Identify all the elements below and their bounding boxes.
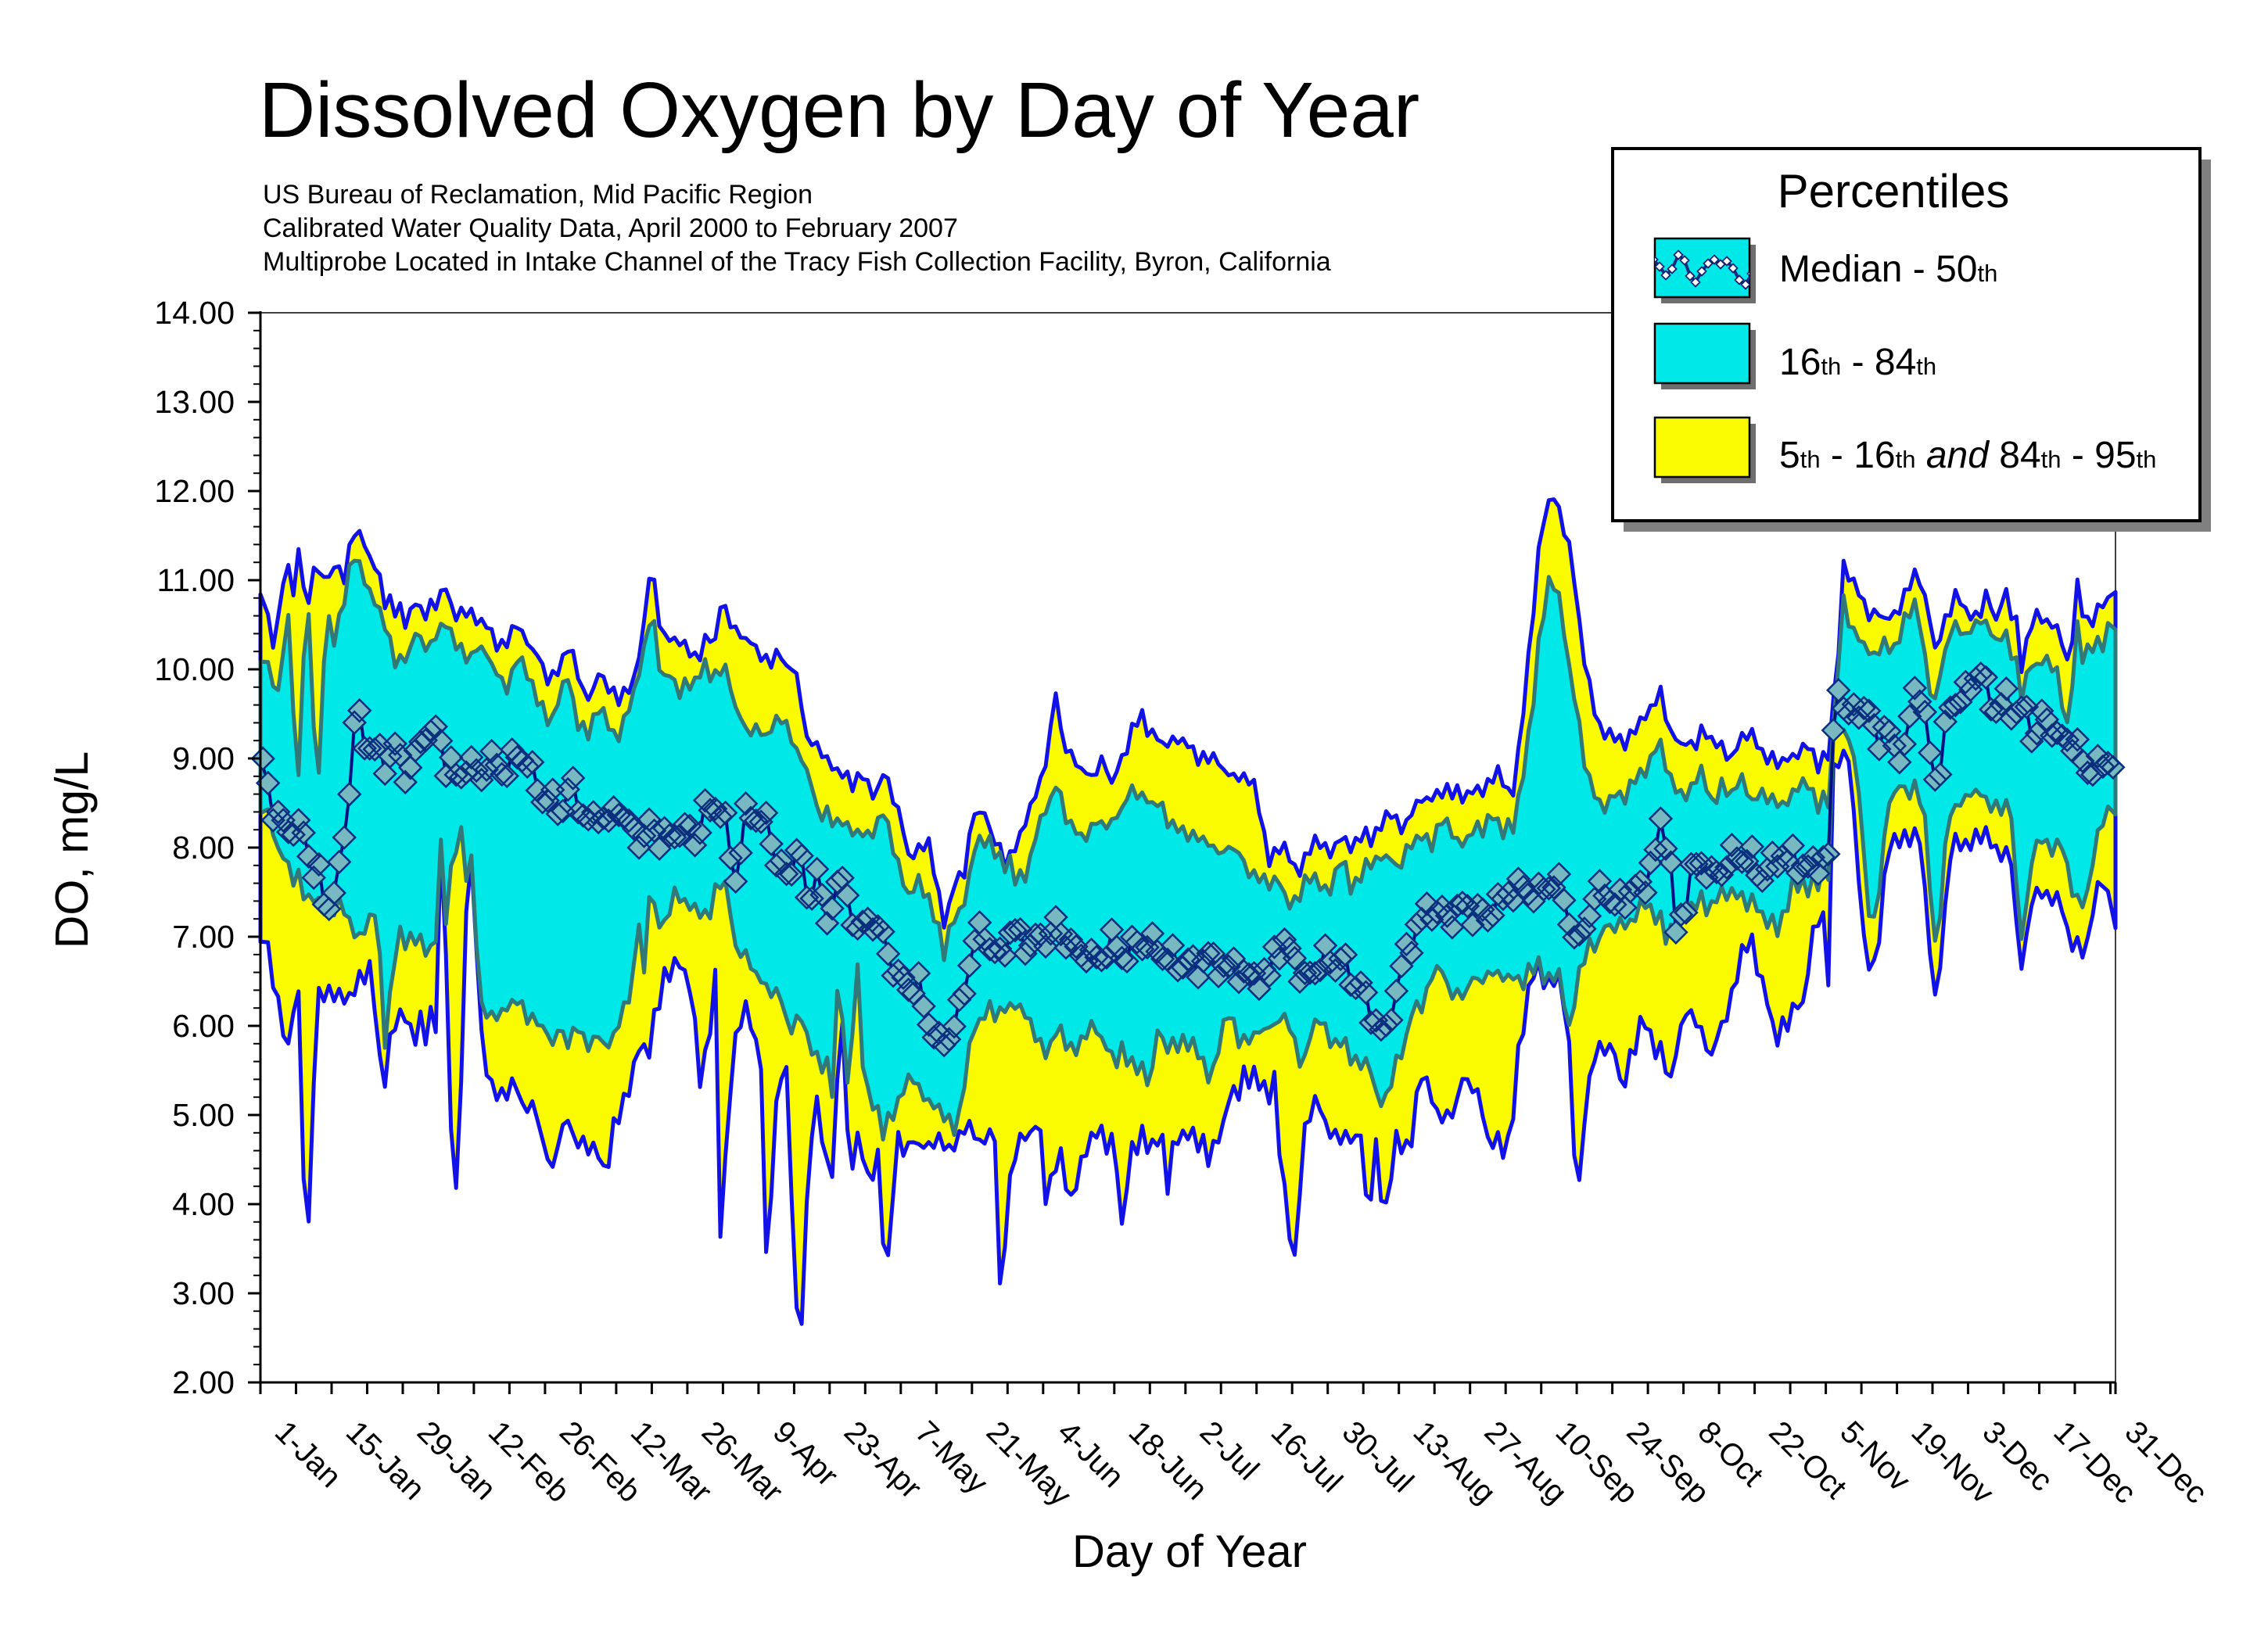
svg-text:3.00: 3.00: [172, 1275, 235, 1311]
svg-text:Day of Year: Day of Year: [1072, 1526, 1307, 1577]
svg-text:10.00: 10.00: [154, 651, 235, 687]
svg-text:11.00: 11.00: [156, 562, 235, 598]
svg-text:US Bureau of Reclamation, Mid: US Bureau of Reclamation, Mid Pacific Re…: [263, 180, 813, 210]
svg-text:6.00: 6.00: [172, 1008, 235, 1044]
svg-text:5.00: 5.00: [172, 1097, 235, 1133]
svg-text:Calibrated Water Quality Data,: Calibrated Water Quality Data, April 200…: [263, 213, 958, 243]
svg-text:7.00: 7.00: [172, 919, 235, 955]
svg-text:14.00: 14.00: [154, 295, 235, 331]
svg-text:9.00: 9.00: [172, 740, 235, 776]
svg-text:8.00: 8.00: [172, 830, 235, 866]
svg-text:Multiprobe Located in Intake C: Multiprobe Located in Intake Channel of …: [263, 247, 1331, 277]
svg-text:2.00: 2.00: [172, 1364, 235, 1400]
svg-text:Median - 50th: Median - 50th: [1779, 249, 1997, 290]
svg-text:12.00: 12.00: [154, 473, 235, 509]
svg-text:4.00: 4.00: [172, 1186, 235, 1222]
svg-text:Dissolved Oxygen by Day of Yea: Dissolved Oxygen by Day of Year: [259, 66, 1419, 154]
svg-text:13.00: 13.00: [154, 384, 235, 420]
svg-text:16th - 84th: 16th - 84th: [1779, 342, 1936, 383]
svg-text:Percentiles: Percentiles: [1778, 165, 2010, 217]
svg-text:DO, mg/L: DO, mg/L: [46, 751, 98, 948]
svg-text:5th - 16th and 84th - 95th: 5th - 16th and 84th - 95th: [1779, 435, 2156, 476]
